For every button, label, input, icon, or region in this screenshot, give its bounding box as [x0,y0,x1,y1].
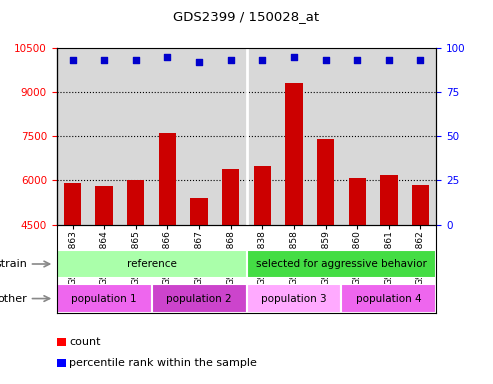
Point [69,57,76,63]
Bar [285,83,303,357]
Text: reference: reference [127,259,176,269]
Bar [317,139,334,357]
Bar [57,338,66,346]
Text: population 4: population 4 [356,293,422,304]
Bar [380,175,397,357]
Bar [246,284,341,313]
Point [227,57,235,63]
Point [353,57,361,63]
Bar [159,133,176,357]
Bar [57,359,66,367]
Point [164,54,172,60]
Bar [127,180,144,357]
Bar [412,185,429,357]
Bar [152,284,246,313]
Point [132,57,140,63]
Point [100,57,108,63]
Text: population 1: population 1 [71,293,137,304]
Text: population 2: population 2 [166,293,232,304]
Point [290,54,298,60]
Bar [57,250,246,278]
Point [385,57,393,63]
Bar [349,177,366,357]
Bar [341,284,436,313]
Bar [222,169,240,357]
Text: percentile rank within the sample: percentile rank within the sample [69,358,257,368]
Bar [253,166,271,357]
Text: selected for aggressive behavior: selected for aggressive behavior [256,259,427,269]
Bar [96,186,113,357]
Point [258,57,266,63]
Point [195,59,203,65]
Bar [246,250,436,278]
Bar [64,184,81,357]
Point [417,57,424,63]
Text: GDS2399 / 150028_at: GDS2399 / 150028_at [174,10,319,23]
Bar [190,198,208,357]
Text: other: other [0,293,27,304]
Text: strain: strain [0,259,27,269]
Bar [57,284,152,313]
Point [321,57,329,63]
Text: count: count [69,337,101,347]
Text: population 3: population 3 [261,293,327,304]
